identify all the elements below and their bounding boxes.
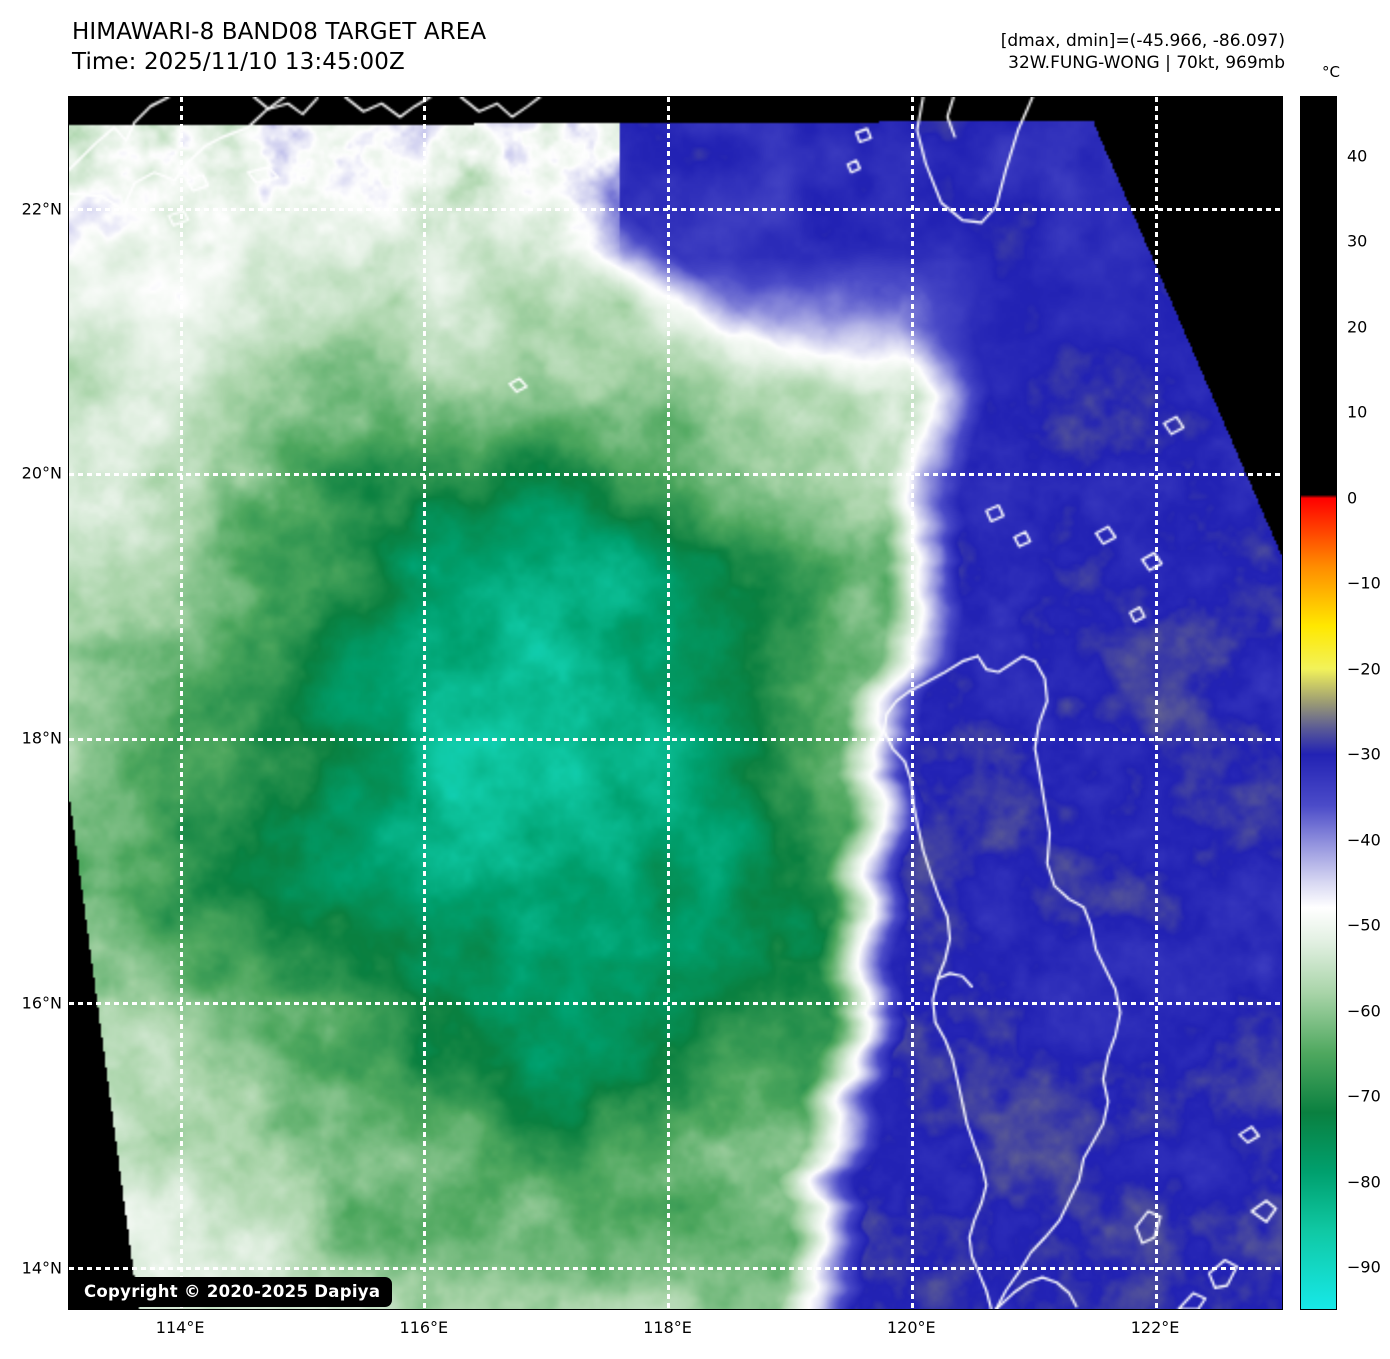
satellite-imagery-canvas (69, 97, 1282, 1309)
colorbar-tick--80: −80 (1347, 1172, 1381, 1192)
colorbar-tick-10: 10 (1347, 402, 1368, 422)
colorbar-tick-0: 0 (1347, 488, 1358, 508)
lat-tick-18: 18°N (21, 728, 62, 748)
lat-tick-20: 20°N (21, 463, 62, 483)
colorbar-tick--60: −60 (1347, 1001, 1381, 1021)
dminmax-text: [dmax, dmin]=(-45.966, -86.097) (1000, 31, 1285, 51)
colorbar-tick--40: −40 (1347, 830, 1381, 850)
storm-info-text: 32W.FUNG-WONG | 70kt, 969mb (1008, 53, 1285, 74)
colorbar-tick--50: −50 (1347, 915, 1381, 935)
colorbar-tick-40: 40 (1347, 146, 1368, 166)
lat-tick-16: 16°N (21, 993, 62, 1013)
copyright-watermark: Copyright © 2020-2025 Dapiya (72, 1277, 393, 1307)
colorbar-tick--20: −20 (1347, 659, 1381, 679)
colorbar-tick--30: −30 (1347, 744, 1381, 764)
metadata-block: [dmax, dmin]=(-45.966, -86.097) 32W.FUNG… (1001, 30, 1285, 75)
colorbar[interactable] (1300, 96, 1337, 1310)
lon-tick-118: 118°E (643, 1318, 692, 1337)
lon-tick-122: 122°E (1130, 1318, 1180, 1337)
page-title: HIMAWARI-8 BAND08 TARGET AREA Time: 2025… (72, 18, 486, 78)
lon-tick-120: 120°E (886, 1318, 936, 1337)
colorbar-tick--90: −90 (1347, 1257, 1381, 1277)
colorbar-unit-label: °C (1322, 63, 1340, 81)
lat-tick-22: 22°N (21, 199, 62, 219)
colorbar-tick--10: −10 (1347, 573, 1381, 593)
colorbar-tick-20: 20 (1347, 317, 1368, 337)
lat-tick-14: 14°N (21, 1258, 62, 1278)
satellite-image-plot[interactable] (68, 96, 1283, 1310)
title-text: HIMAWARI-8 BAND08 TARGET AREA (72, 19, 487, 45)
lon-tick-114: 114°E (155, 1318, 205, 1337)
colorbar-tick-30: 30 (1347, 231, 1368, 251)
colorbar-tick--70: −70 (1347, 1086, 1381, 1106)
time-text: Time: 2025/11/10 13:45:00Z (72, 48, 405, 75)
lon-tick-116: 116°E (399, 1318, 449, 1337)
colorbar-gradient (1301, 97, 1336, 1309)
